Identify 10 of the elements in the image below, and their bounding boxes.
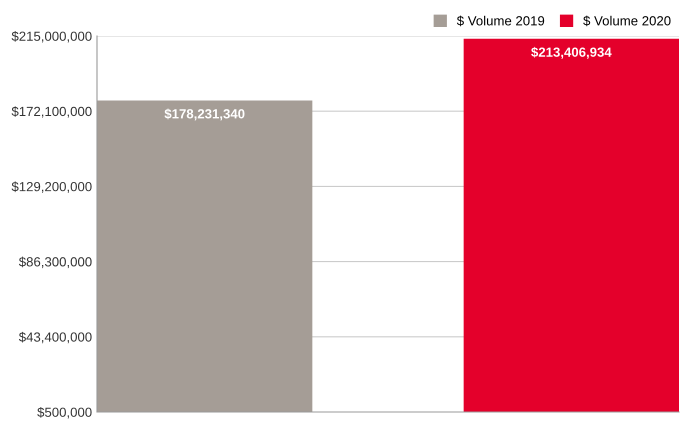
- data-label: $213,406,934: [531, 46, 612, 59]
- legend-label: $ Volume 2019: [456, 16, 544, 26]
- data-label: $178,231,340: [164, 108, 244, 120]
- legend-label: $ Volume 2020: [583, 16, 671, 26]
- y-tick-label: $43,400,000: [18, 332, 92, 344]
- y-tick-label: $500,000: [37, 407, 92, 418]
- y-tick-label: $215,000,000: [12, 31, 92, 42]
- y-tick-label: $172,100,000: [12, 106, 92, 118]
- y-tick-label: $86,300,000: [18, 256, 92, 268]
- y-tick-label: $129,200,000: [12, 181, 92, 193]
